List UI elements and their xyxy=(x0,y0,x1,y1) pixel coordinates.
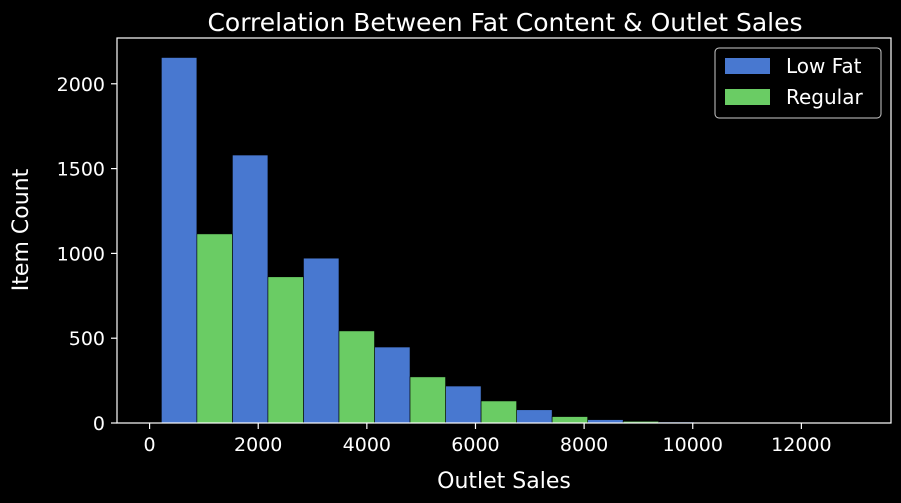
bar-low-fat-3 xyxy=(374,346,411,424)
legend-swatch-low-fat xyxy=(725,58,770,74)
y-tick-label-0: 0 xyxy=(93,413,105,435)
x-axis-label: Outlet Sales xyxy=(437,469,571,494)
plot-frame xyxy=(116,37,892,424)
y-tick-label-2000: 2000 xyxy=(57,74,105,96)
legend-swatch-regular xyxy=(725,89,770,105)
legend-label-low-fat: Low Fat xyxy=(786,54,862,78)
ticks-layer: 0 2000 4000 6000 8000 10000 12000 0 500 1000 1500 2… xyxy=(57,74,832,456)
bar-low-fat-0 xyxy=(161,57,198,424)
legend-label-regular: Regular xyxy=(786,85,863,109)
bar-low-fat-5 xyxy=(516,409,553,424)
bar-regular-5 xyxy=(551,416,588,424)
x-tick-label-6000: 6000 xyxy=(451,434,499,456)
x-tick-label-12000: 12000 xyxy=(771,434,831,456)
x-tick-label-4000: 4000 xyxy=(343,434,391,456)
bars-layer xyxy=(161,57,837,424)
bar-regular-4 xyxy=(480,400,517,424)
x-tick-label-0: 0 xyxy=(144,434,156,456)
y-tick-label-1500: 1500 xyxy=(57,159,105,181)
bar-regular-2 xyxy=(338,330,375,424)
y-tick-label-500: 500 xyxy=(69,328,105,350)
y-tick-label-1000: 1000 xyxy=(57,243,105,265)
bar-regular-3 xyxy=(409,376,446,424)
bar-low-fat-4 xyxy=(445,385,482,424)
x-tick-label-8000: 8000 xyxy=(560,434,608,456)
bar-low-fat-2 xyxy=(303,257,340,424)
bar-regular-0 xyxy=(196,233,233,424)
legend: Low Fat Regular xyxy=(714,47,882,119)
y-axis-label: Item Count xyxy=(9,168,34,291)
x-tick-label-10000: 10000 xyxy=(663,434,723,456)
bar-regular-1 xyxy=(267,276,304,424)
bar-low-fat-1 xyxy=(232,154,269,424)
chart-title: Correlation Between Fat Content & Outlet… xyxy=(207,8,802,37)
x-tick-label-2000: 2000 xyxy=(234,434,282,456)
